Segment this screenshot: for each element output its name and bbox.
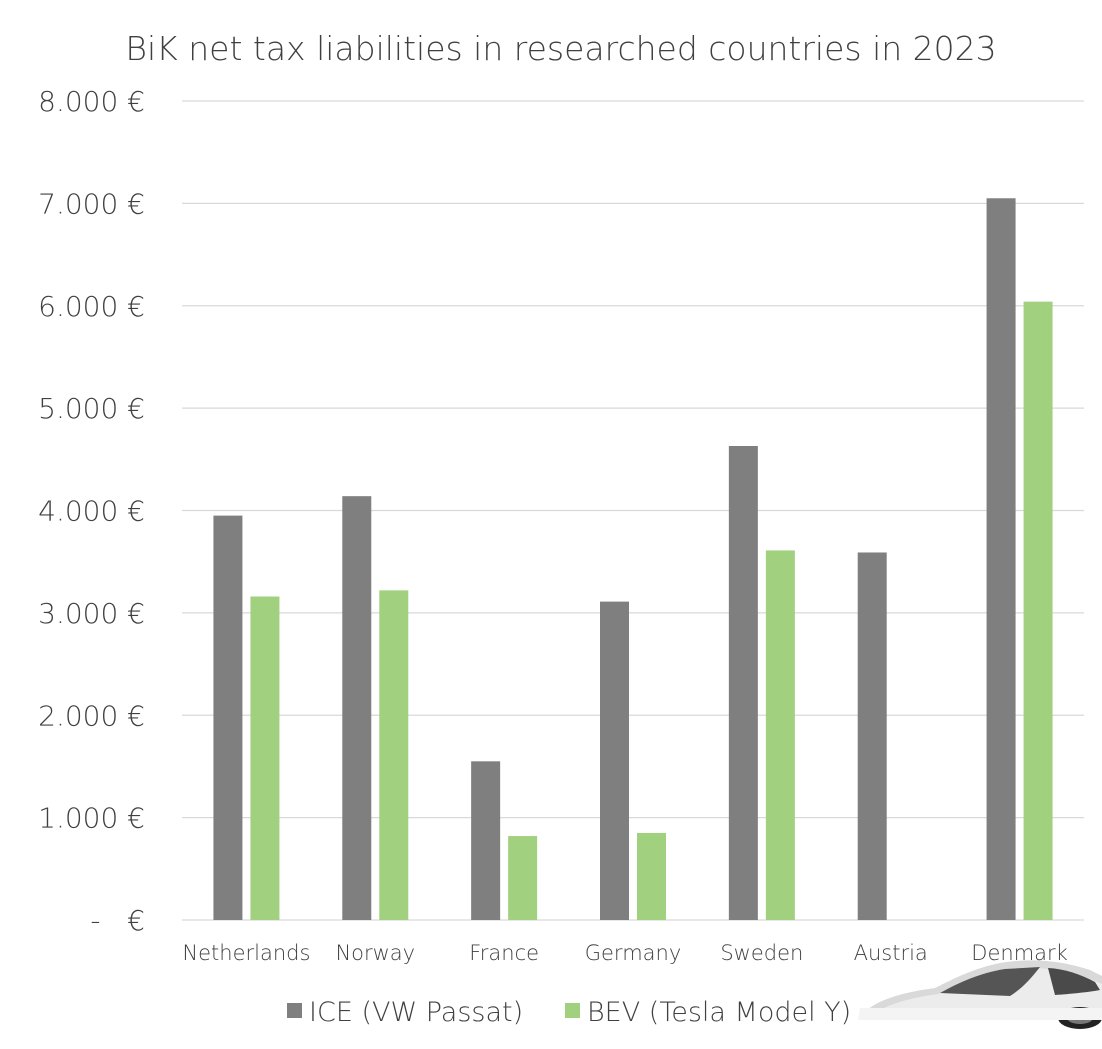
y-axis-ticks: 8.000 € 7.000 € 6.000 € 5.000 € 4.000 € 3.000… xyxy=(38,85,145,937)
legend-swatch xyxy=(565,1003,580,1018)
legend: ICE (VW Passat) BEV (Tesla Model Y) xyxy=(287,997,851,1028)
y-tick-label: 3.000 € xyxy=(38,597,145,630)
y-tick-label: - € xyxy=(90,904,145,937)
bar-ice-france xyxy=(471,761,501,920)
bar-bev-norway xyxy=(379,590,409,920)
bar-bev-netherlands xyxy=(250,596,280,920)
x-tick-label: Germany xyxy=(585,941,682,965)
bar-ice-germany xyxy=(600,601,629,920)
y-tick-label: 8.000 € xyxy=(38,85,145,118)
legend-label: ICE (VW Passat) xyxy=(309,997,523,1028)
bar-ice-norway xyxy=(342,496,372,920)
x-tick-label: Sweden xyxy=(720,941,803,965)
legend-label: BEV (Tesla Model Y) xyxy=(587,997,851,1028)
legend-swatch xyxy=(287,1003,302,1018)
chart-title: BiK net tax liabilities in researched co… xyxy=(125,29,996,68)
bar-bev-france xyxy=(508,836,538,920)
bar-ice-austria xyxy=(857,552,887,920)
car-image xyxy=(858,960,1102,1029)
bar-ice-sweden xyxy=(728,446,758,920)
x-tick-label: Netherlands xyxy=(182,941,310,965)
y-tick-label: 4.000 € xyxy=(38,495,145,528)
x-tick-label: Norway xyxy=(335,941,415,965)
y-tick-label: 6.000 € xyxy=(38,290,145,323)
gridlines xyxy=(182,100,1084,921)
bar-bev-germany xyxy=(637,832,666,920)
bar-ice-netherlands xyxy=(213,515,243,920)
x-tick-label: France xyxy=(469,941,539,965)
bar-bev-sweden xyxy=(765,550,795,920)
bar-bev-denmark xyxy=(1023,301,1053,920)
y-tick-label: 5.000 € xyxy=(38,392,145,425)
y-tick-label: 1.000 € xyxy=(38,802,145,835)
x-axis-ticks: Netherlands Norway France Germany Sweden Aust… xyxy=(182,941,1067,965)
bars xyxy=(213,198,1053,921)
y-tick-label: 7.000 € xyxy=(38,187,145,220)
y-tick-label: 2.000 € xyxy=(38,699,145,732)
x-tick-label: Austria xyxy=(854,941,928,965)
bar-ice-denmark xyxy=(986,198,1016,921)
